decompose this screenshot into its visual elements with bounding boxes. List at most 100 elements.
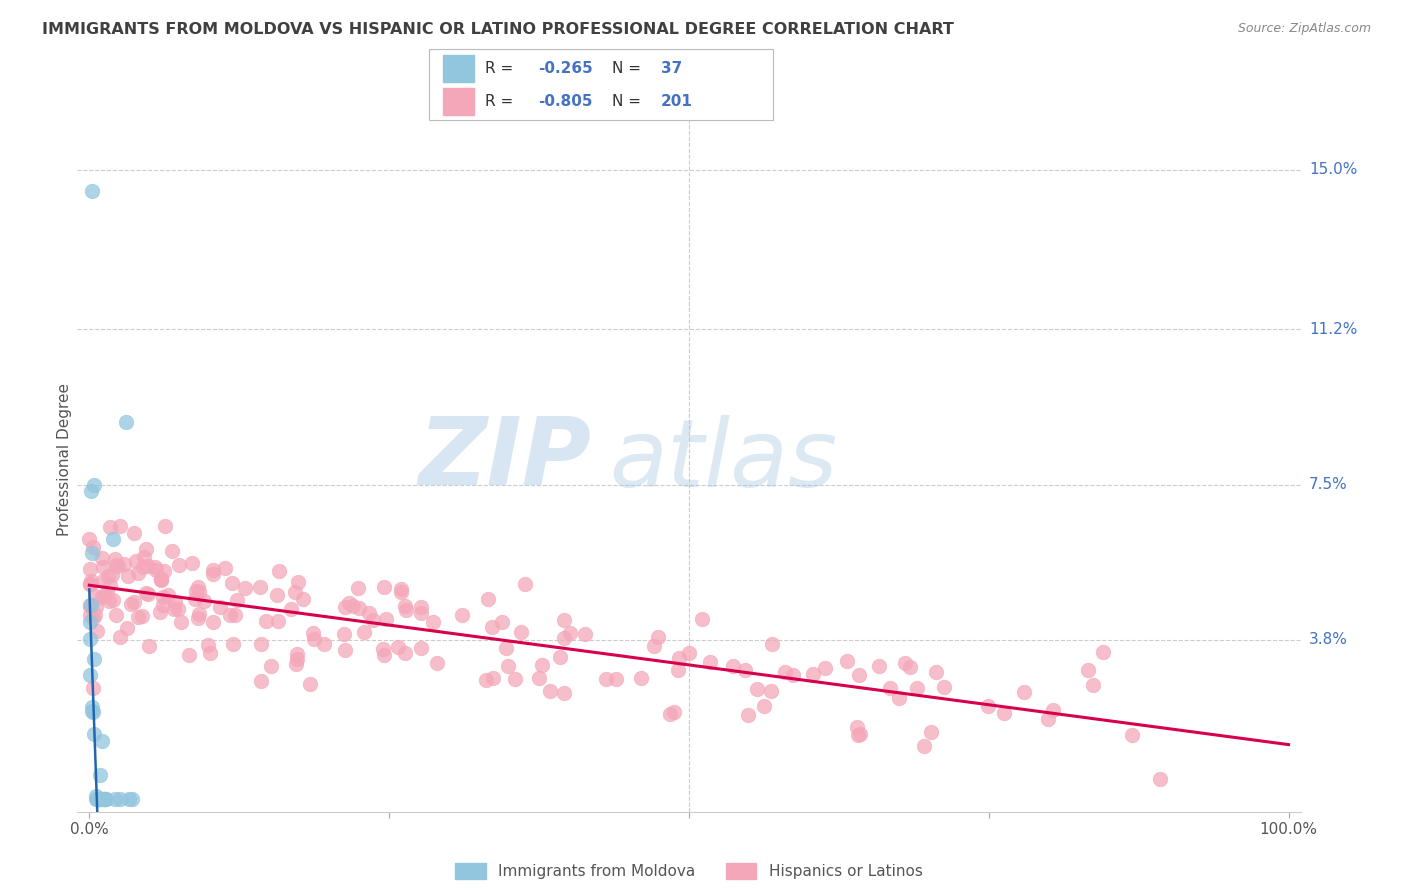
Point xyxy=(86,599,108,614)
Point xyxy=(371,641,394,656)
Point xyxy=(287,574,309,589)
Point xyxy=(553,632,575,646)
Point xyxy=(153,519,176,533)
Point xyxy=(1077,664,1099,678)
Point xyxy=(104,552,127,566)
Point xyxy=(267,564,290,578)
Point xyxy=(333,643,356,657)
Point xyxy=(202,564,225,578)
Point xyxy=(90,550,112,565)
Point xyxy=(846,720,869,734)
Point xyxy=(993,706,1015,721)
Point xyxy=(138,640,160,654)
Point xyxy=(93,589,115,603)
Point xyxy=(79,632,101,647)
Point xyxy=(79,607,101,622)
Point xyxy=(284,585,307,599)
Point xyxy=(879,681,901,695)
Text: 201: 201 xyxy=(661,94,693,109)
Point xyxy=(82,705,104,719)
Point xyxy=(110,519,132,533)
Point xyxy=(699,656,721,670)
Point xyxy=(905,681,928,695)
Point xyxy=(349,600,371,615)
Point xyxy=(124,526,146,541)
Point xyxy=(668,651,690,665)
Point xyxy=(389,582,412,596)
Point xyxy=(89,768,111,782)
Y-axis label: Professional Degree: Professional Degree xyxy=(56,383,72,536)
Point xyxy=(193,593,215,607)
Point xyxy=(163,601,186,615)
Point xyxy=(93,792,115,806)
Point xyxy=(226,593,249,607)
Point xyxy=(912,739,935,753)
Point xyxy=(394,599,416,613)
Point xyxy=(553,686,575,700)
Point xyxy=(94,792,117,806)
Point xyxy=(120,598,142,612)
Point xyxy=(474,673,496,688)
Point xyxy=(734,663,756,677)
Point xyxy=(79,574,101,589)
Point xyxy=(357,607,380,621)
Point xyxy=(101,593,124,607)
Point xyxy=(285,657,308,672)
Point xyxy=(887,690,910,705)
Point xyxy=(89,792,111,806)
Point xyxy=(201,567,224,582)
Point xyxy=(422,615,444,629)
Point xyxy=(80,184,103,198)
Point xyxy=(481,671,503,685)
Point xyxy=(426,656,449,670)
Point xyxy=(540,684,562,698)
Point xyxy=(200,646,222,660)
Point xyxy=(1081,678,1104,692)
Point xyxy=(1042,703,1064,717)
Point xyxy=(83,477,105,491)
Point xyxy=(150,572,173,586)
Point xyxy=(977,699,1000,714)
Point xyxy=(595,673,617,687)
Point xyxy=(91,559,114,574)
Point xyxy=(920,724,942,739)
Text: -0.265: -0.265 xyxy=(538,61,593,76)
Point xyxy=(156,588,179,602)
Point xyxy=(84,789,107,804)
Point xyxy=(91,733,114,747)
Point xyxy=(82,700,104,714)
Text: -0.805: -0.805 xyxy=(538,94,593,109)
Point xyxy=(98,520,121,534)
Point xyxy=(214,561,236,575)
Point xyxy=(395,603,418,617)
Point xyxy=(166,601,188,615)
Point xyxy=(835,654,858,668)
Point xyxy=(509,625,531,640)
Point xyxy=(107,558,129,573)
Point xyxy=(894,656,917,670)
Point xyxy=(373,648,395,662)
Point xyxy=(375,612,398,626)
Point xyxy=(496,658,519,673)
Point xyxy=(285,651,308,665)
Point xyxy=(312,637,335,651)
Point xyxy=(302,626,325,640)
Point xyxy=(759,684,782,698)
Point xyxy=(103,532,125,546)
Point xyxy=(127,566,149,580)
Point xyxy=(143,560,166,574)
Text: R =: R = xyxy=(485,94,519,109)
Point xyxy=(145,563,167,577)
Point xyxy=(266,588,288,602)
Point xyxy=(1149,772,1171,787)
Point xyxy=(121,792,143,806)
Point xyxy=(249,673,271,688)
Point xyxy=(138,587,160,601)
Point xyxy=(209,600,232,615)
Point xyxy=(149,573,172,587)
Point xyxy=(87,792,110,806)
Point xyxy=(721,658,744,673)
Point xyxy=(1091,645,1114,659)
Text: 37: 37 xyxy=(661,61,682,76)
Point xyxy=(495,641,517,656)
